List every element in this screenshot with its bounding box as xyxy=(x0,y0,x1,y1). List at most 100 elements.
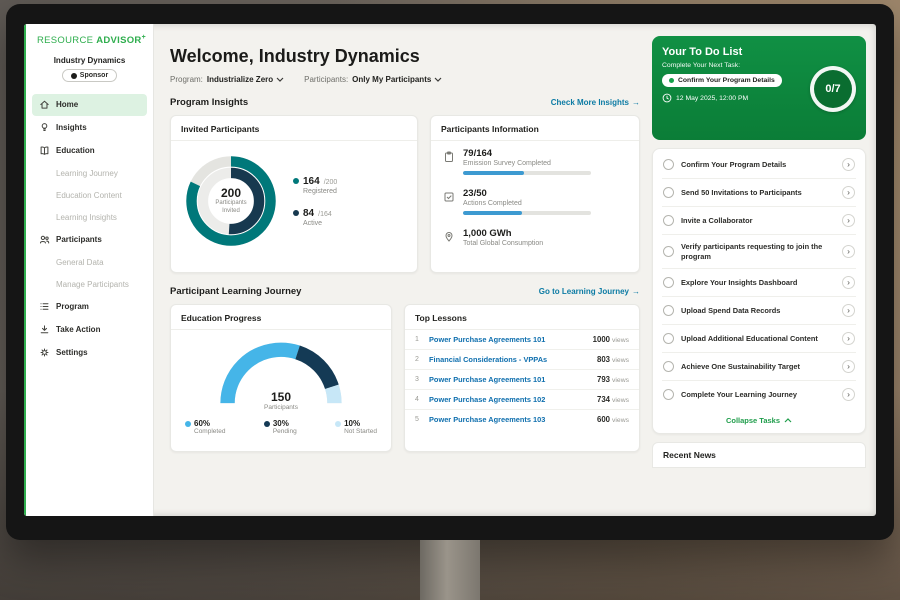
sidebar-item-participants[interactable]: Participants xyxy=(32,229,147,251)
lesson-views: 734 views xyxy=(596,395,629,404)
chevron-right-icon[interactable]: › xyxy=(842,276,855,290)
go-to-learning-journey-link[interactable]: Go to Learning Journey → xyxy=(538,287,640,296)
checklist-icon xyxy=(443,190,455,202)
list-icon xyxy=(39,301,50,312)
task-checkbox[interactable] xyxy=(663,389,674,401)
chevron-right-icon[interactable]: › xyxy=(842,332,855,346)
chevron-right-icon[interactable]: › xyxy=(842,214,855,227)
sidebar-item-program[interactable]: Program xyxy=(32,296,147,318)
sidebar-item-insights[interactable]: Insights xyxy=(32,117,147,139)
lesson-rank: 1 xyxy=(415,336,419,343)
sidebar-item-learning-insights[interactable]: Learning Insights xyxy=(32,207,147,228)
lesson-link[interactable]: Power Purchase Agreements 101 xyxy=(429,335,546,344)
collapse-tasks-button[interactable]: Collapse Tasks xyxy=(662,408,856,433)
lesson-row: 1 Power Purchase Agreements 101 1000 view… xyxy=(405,330,639,350)
participants-information-card: Participants Information 79/164 Emission… xyxy=(430,115,640,273)
task-checkbox[interactable] xyxy=(663,215,674,226)
invited-legend: 164 /200 Registered 84 /164 xyxy=(293,176,337,227)
chevron-right-icon[interactable]: › xyxy=(842,158,855,171)
emission-progress-bar xyxy=(463,171,591,175)
learning-journey-title: Participant Learning Journey xyxy=(170,286,302,297)
donut-center-label: 200 Participants Invited xyxy=(215,186,247,214)
book-icon xyxy=(39,145,50,156)
org-block: Industry Dynamics Sponsor xyxy=(30,56,149,84)
chevron-right-icon[interactable]: › xyxy=(842,186,855,199)
sidebar-item-general-data[interactable]: General Data xyxy=(32,252,147,273)
lesson-row: 2 Financial Considerations - VPPAs 803 vi… xyxy=(405,350,639,370)
todo-column: Your To Do List Complete Your Next Task:… xyxy=(652,24,876,516)
task-checkbox[interactable] xyxy=(663,159,674,170)
lesson-link[interactable]: Power Purchase Agreements 101 xyxy=(429,375,546,384)
sponsor-badge: Sponsor xyxy=(61,69,118,83)
sidebar-nav: Home Insights Education Learning Journey… xyxy=(26,93,153,364)
chevron-right-icon[interactable]: › xyxy=(842,245,855,259)
task-row[interactable]: Send 50 Invitations to Participants › xyxy=(662,179,856,207)
sidebar-item-settings[interactable]: Settings xyxy=(32,342,147,364)
education-gauge-chart: 150 Participants xyxy=(215,338,347,411)
task-row[interactable]: Complete Your Learning Journey › xyxy=(662,381,856,408)
sidebar-item-label: Manage Participants xyxy=(56,279,129,289)
lesson-row: 3 Power Purchase Agreements 101 793 views xyxy=(405,370,639,390)
sidebar-item-home[interactable]: Home xyxy=(32,93,147,116)
monitor-frame: RESOURCE ADVISOR+ Industry Dynamics Spon… xyxy=(6,4,894,540)
sidebar-item-education-content[interactable]: Education Content xyxy=(32,185,147,206)
next-task-pill[interactable]: Confirm Your Program Details xyxy=(662,74,782,87)
lesson-link[interactable]: Power Purchase Agreements 103 xyxy=(429,415,546,424)
lesson-views: 1000 views xyxy=(592,335,629,344)
participants-select[interactable]: Only My Participants xyxy=(352,75,442,84)
main-content: Welcome, Industry Dynamics Program: Indu… xyxy=(154,24,652,516)
tasks-list-card: Confirm Your Program Details › Send 50 I… xyxy=(652,148,866,435)
lesson-link[interactable]: Financial Considerations - VPPAs xyxy=(429,355,548,364)
sidebar-item-label: Education Content xyxy=(56,190,122,200)
program-select[interactable]: Industrialize Zero xyxy=(207,75,284,84)
task-checkbox[interactable] xyxy=(663,246,674,258)
learning-journey-header: Participant Learning Journey Go to Learn… xyxy=(170,286,640,297)
sidebar-item-label: Settings xyxy=(56,348,88,358)
task-row[interactable]: Confirm Your Program Details › xyxy=(662,151,856,179)
arrow-right-icon: → xyxy=(632,98,640,107)
program-insights-title: Program Insights xyxy=(170,97,249,108)
task-row[interactable]: Achieve One Sustainability Target › xyxy=(662,353,856,382)
task-checkbox[interactable] xyxy=(663,333,674,345)
brand-logo: RESOURCE ADVISOR+ xyxy=(26,34,153,46)
invited-participants-body: 200 Participants Invited 164 /200 xyxy=(171,141,417,253)
task-checkbox[interactable] xyxy=(663,361,674,373)
chevron-right-icon[interactable]: › xyxy=(842,388,855,402)
home-icon xyxy=(39,99,50,110)
task-row[interactable]: Upload Spend Data Records › xyxy=(662,297,856,326)
participants-filter-label: Participants: xyxy=(304,75,349,84)
legend-item-pending: 30% Pending xyxy=(263,419,297,435)
task-checkbox[interactable] xyxy=(663,187,674,198)
task-row[interactable]: Explore Your Insights Dashboard › xyxy=(662,269,856,298)
sidebar-item-manage-participants[interactable]: Manage Participants xyxy=(32,274,147,295)
gauge-center-label: 150 Participants xyxy=(264,390,298,411)
task-checkbox[interactable] xyxy=(663,305,674,317)
chevron-right-icon[interactable]: › xyxy=(842,360,855,374)
chevron-down-icon xyxy=(434,77,442,82)
sidebar-item-label: Participants xyxy=(56,235,102,245)
brand-part1: RESOURCE xyxy=(37,35,94,47)
arrow-right-icon: → xyxy=(632,287,640,296)
chevron-up-icon xyxy=(784,418,792,423)
lesson-link[interactable]: Power Purchase Agreements 102 xyxy=(429,395,546,404)
task-row[interactable]: Invite a Collaborator › xyxy=(662,207,856,235)
sidebar-item-education[interactable]: Education xyxy=(32,140,147,162)
check-more-insights-link[interactable]: Check More Insights → xyxy=(550,98,640,107)
chevron-right-icon[interactable]: › xyxy=(842,304,855,318)
chevron-down-icon xyxy=(276,77,284,82)
sidebar-item-label: Home xyxy=(56,100,79,110)
sidebar-item-take-action[interactable]: Take Action xyxy=(32,319,147,341)
not-started-dot xyxy=(335,420,342,427)
action-arrow-icon xyxy=(39,324,50,335)
sidebar-item-label: Learning Journey xyxy=(56,168,118,178)
task-checkbox[interactable] xyxy=(663,277,674,289)
completed-dot xyxy=(185,420,191,427)
sidebar-item-learning-journey[interactable]: Learning Journey xyxy=(32,163,147,184)
org-name: Industry Dynamics xyxy=(53,56,126,66)
task-row[interactable]: Upload Additional Educational Content › xyxy=(662,325,856,354)
registered-dot xyxy=(293,178,299,184)
location-pin-icon xyxy=(443,230,455,242)
task-row[interactable]: Verify participants requesting to join t… xyxy=(662,235,856,270)
participants-filter: Participants: Only My Participants xyxy=(304,75,442,84)
stat-emission-survey: 79/164 Emission Survey Completed xyxy=(431,141,639,181)
